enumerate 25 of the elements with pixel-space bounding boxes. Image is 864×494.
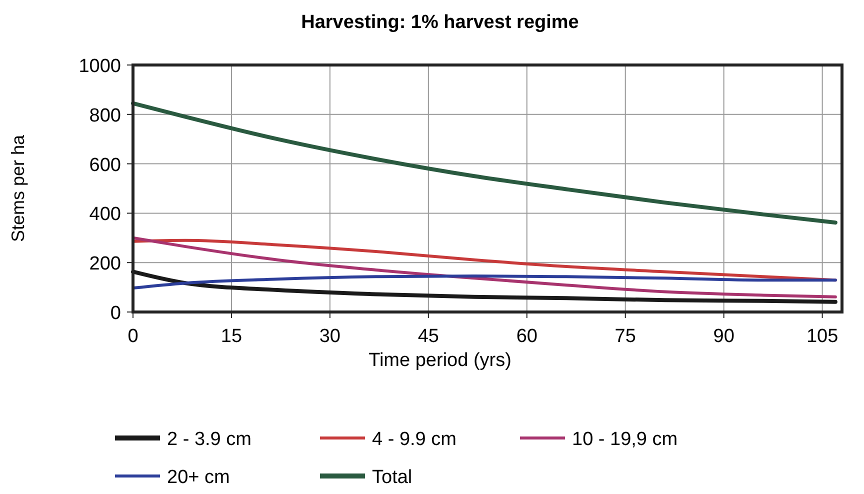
- legend-label: 20+ cm: [167, 467, 230, 488]
- line-series: [132, 236, 837, 298]
- y-tick-label: 600: [89, 154, 121, 176]
- legend-label: 2 - 3.9 cm: [167, 429, 252, 450]
- legend-label: 4 - 9.9 cm: [372, 429, 456, 450]
- chart-title: Harvesting: 1% harvest regime: [301, 12, 579, 33]
- line-series: [132, 274, 837, 290]
- x-tick-label: 30: [319, 326, 341, 347]
- legend-label: 10 - 19,9 cm: [572, 429, 678, 450]
- x-tick-label: 90: [713, 326, 734, 347]
- y-axis-title: Stems per ha: [8, 134, 28, 242]
- y-tick-label: 800: [89, 105, 121, 126]
- x-tick-label: 0: [128, 326, 138, 347]
- x-axis-title: Time period (yrs): [368, 350, 512, 371]
- y-tick-label: 1000: [78, 56, 121, 77]
- x-tick-label: 15: [220, 326, 242, 347]
- y-tick-label: 400: [89, 204, 121, 226]
- x-tick-label: 105: [806, 326, 838, 347]
- y-tick-label: 200: [89, 254, 121, 275]
- y-tick-label: 0: [110, 303, 121, 324]
- line-series: [131, 101, 838, 225]
- x-tick-label: 45: [418, 326, 439, 347]
- x-tick-label: 60: [516, 326, 538, 347]
- x-tick-label: 75: [614, 326, 636, 347]
- legend-label: Total: [372, 467, 412, 488]
